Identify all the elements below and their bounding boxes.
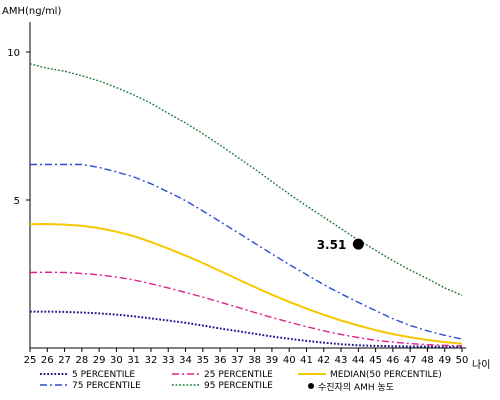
- legend-label-95-percentile: 95 PERCENTILE: [204, 381, 273, 391]
- x-tick-label: 43: [335, 355, 348, 366]
- x-tick-label: 26: [41, 355, 54, 366]
- x-tick-label: 45: [369, 355, 382, 366]
- legend-swatch-highlight: [308, 383, 314, 389]
- legend-label-75-percentile: 75 PERCENTILE: [72, 381, 141, 391]
- highlight-layer: 3.51: [317, 238, 364, 252]
- x-tick-label: 29: [93, 355, 106, 366]
- legend-label-25-percentile: 25 PERCENTILE: [204, 370, 273, 380]
- x-tick-label: 41: [300, 355, 313, 366]
- x-tick-label: 28: [75, 355, 88, 366]
- x-tick-label: 38: [248, 355, 261, 366]
- series-line-median-50-percentile: [29, 223, 463, 345]
- series-line-95-percentile: [29, 63, 463, 296]
- x-tick-label: 32: [145, 355, 158, 366]
- series-layer: [29, 63, 463, 349]
- x-tick-label: 46: [387, 355, 400, 366]
- legend-label-highlight: 수진자의 AMH 농도: [318, 382, 394, 393]
- highlight-point: [352, 238, 364, 250]
- x-tick-label: 48: [421, 355, 434, 366]
- highlight-value-label: 3.51: [317, 238, 347, 252]
- x-tick-label: 40: [283, 355, 296, 366]
- x-tick-label: 47: [404, 355, 417, 366]
- series-line-5-percentile: [30, 310, 463, 349]
- x-tick-label: 50: [456, 355, 469, 366]
- y-tick-label: 5: [14, 196, 20, 207]
- x-tick-label: 44: [352, 355, 365, 366]
- x-tick-label: 35: [196, 355, 209, 366]
- y-axis-title: AMH(ng/ml): [2, 6, 61, 17]
- x-tick-label: 31: [127, 355, 140, 366]
- x-tick-label: 49: [438, 355, 451, 366]
- x-tick-label: 42: [317, 355, 330, 366]
- axes: 25 26 27 28 29 30 31 32 33 34 35 36 37 38 39 40 41 42 43 44…: [7, 22, 468, 366]
- x-tick-label: 37: [231, 355, 244, 366]
- x-tick-label: 27: [58, 355, 71, 366]
- x-axis-title: 나이: [472, 359, 490, 371]
- legend-label-5-percentile: 5 PERCENTILE: [72, 370, 135, 380]
- x-tick-label: 25: [24, 355, 37, 366]
- y-tick-label: 10: [7, 48, 20, 59]
- x-tick-label: 30: [110, 355, 123, 366]
- series-line-25-percentile: [29, 271, 463, 347]
- x-tick-label: 33: [162, 355, 175, 366]
- x-tick-label: 39: [266, 355, 279, 366]
- x-tick-label: 36: [214, 355, 227, 366]
- legend-label-median-50-percentile: MEDIAN(50 PERCENTILE): [330, 370, 442, 380]
- x-tick-label: 34: [179, 355, 192, 366]
- legend: 5 PERCENTILE 25 PERCENTILE MEDIAN(50 PERCE…: [40, 370, 442, 393]
